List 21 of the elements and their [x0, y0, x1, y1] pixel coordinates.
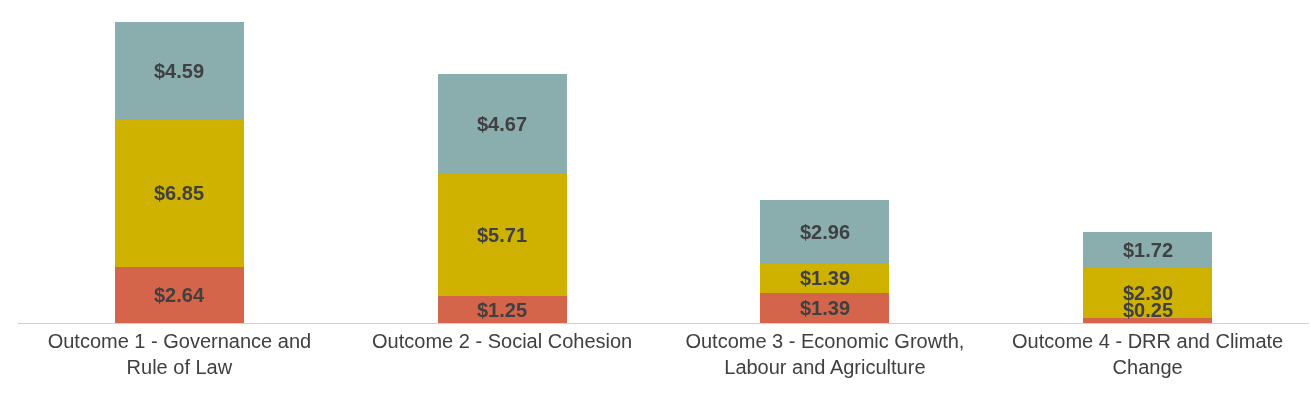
- bar: [437, 74, 567, 175]
- data-label: $1.39: [800, 297, 851, 319]
- bar: [114, 120, 244, 267]
- bar: [760, 200, 890, 264]
- data-label: $1.39: [800, 267, 851, 289]
- bar: [114, 21, 244, 121]
- data-label: $2.64: [154, 284, 205, 306]
- data-label: $1.25: [477, 299, 528, 321]
- x-tick-label: Outcome 4 - DRR and Climate Change: [1012, 330, 1284, 378]
- data-label: $2.96: [800, 221, 851, 243]
- data-label: $4.59: [154, 60, 205, 82]
- x-tick-label: Outcome 1 - Governance and Rule of Law: [47, 330, 312, 378]
- data-label: $5.71: [477, 224, 528, 246]
- data-label: $4.67: [477, 113, 528, 135]
- bar: [1083, 317, 1213, 323]
- bar: [114, 266, 244, 323]
- data-label: $6.85: [154, 182, 205, 204]
- x-tick-label: Outcome 2 - Social Cohesion: [372, 330, 633, 352]
- x-tick-label: Outcome 3 - Economic Growth, Labour and Agriculture: [685, 330, 965, 378]
- bar: [437, 174, 567, 297]
- data-label: $1.72: [1123, 239, 1174, 261]
